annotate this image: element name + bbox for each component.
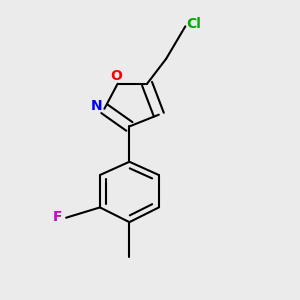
Text: Cl: Cl <box>187 17 202 31</box>
Text: F: F <box>52 209 62 224</box>
Text: O: O <box>110 69 122 83</box>
Text: N: N <box>91 99 103 113</box>
